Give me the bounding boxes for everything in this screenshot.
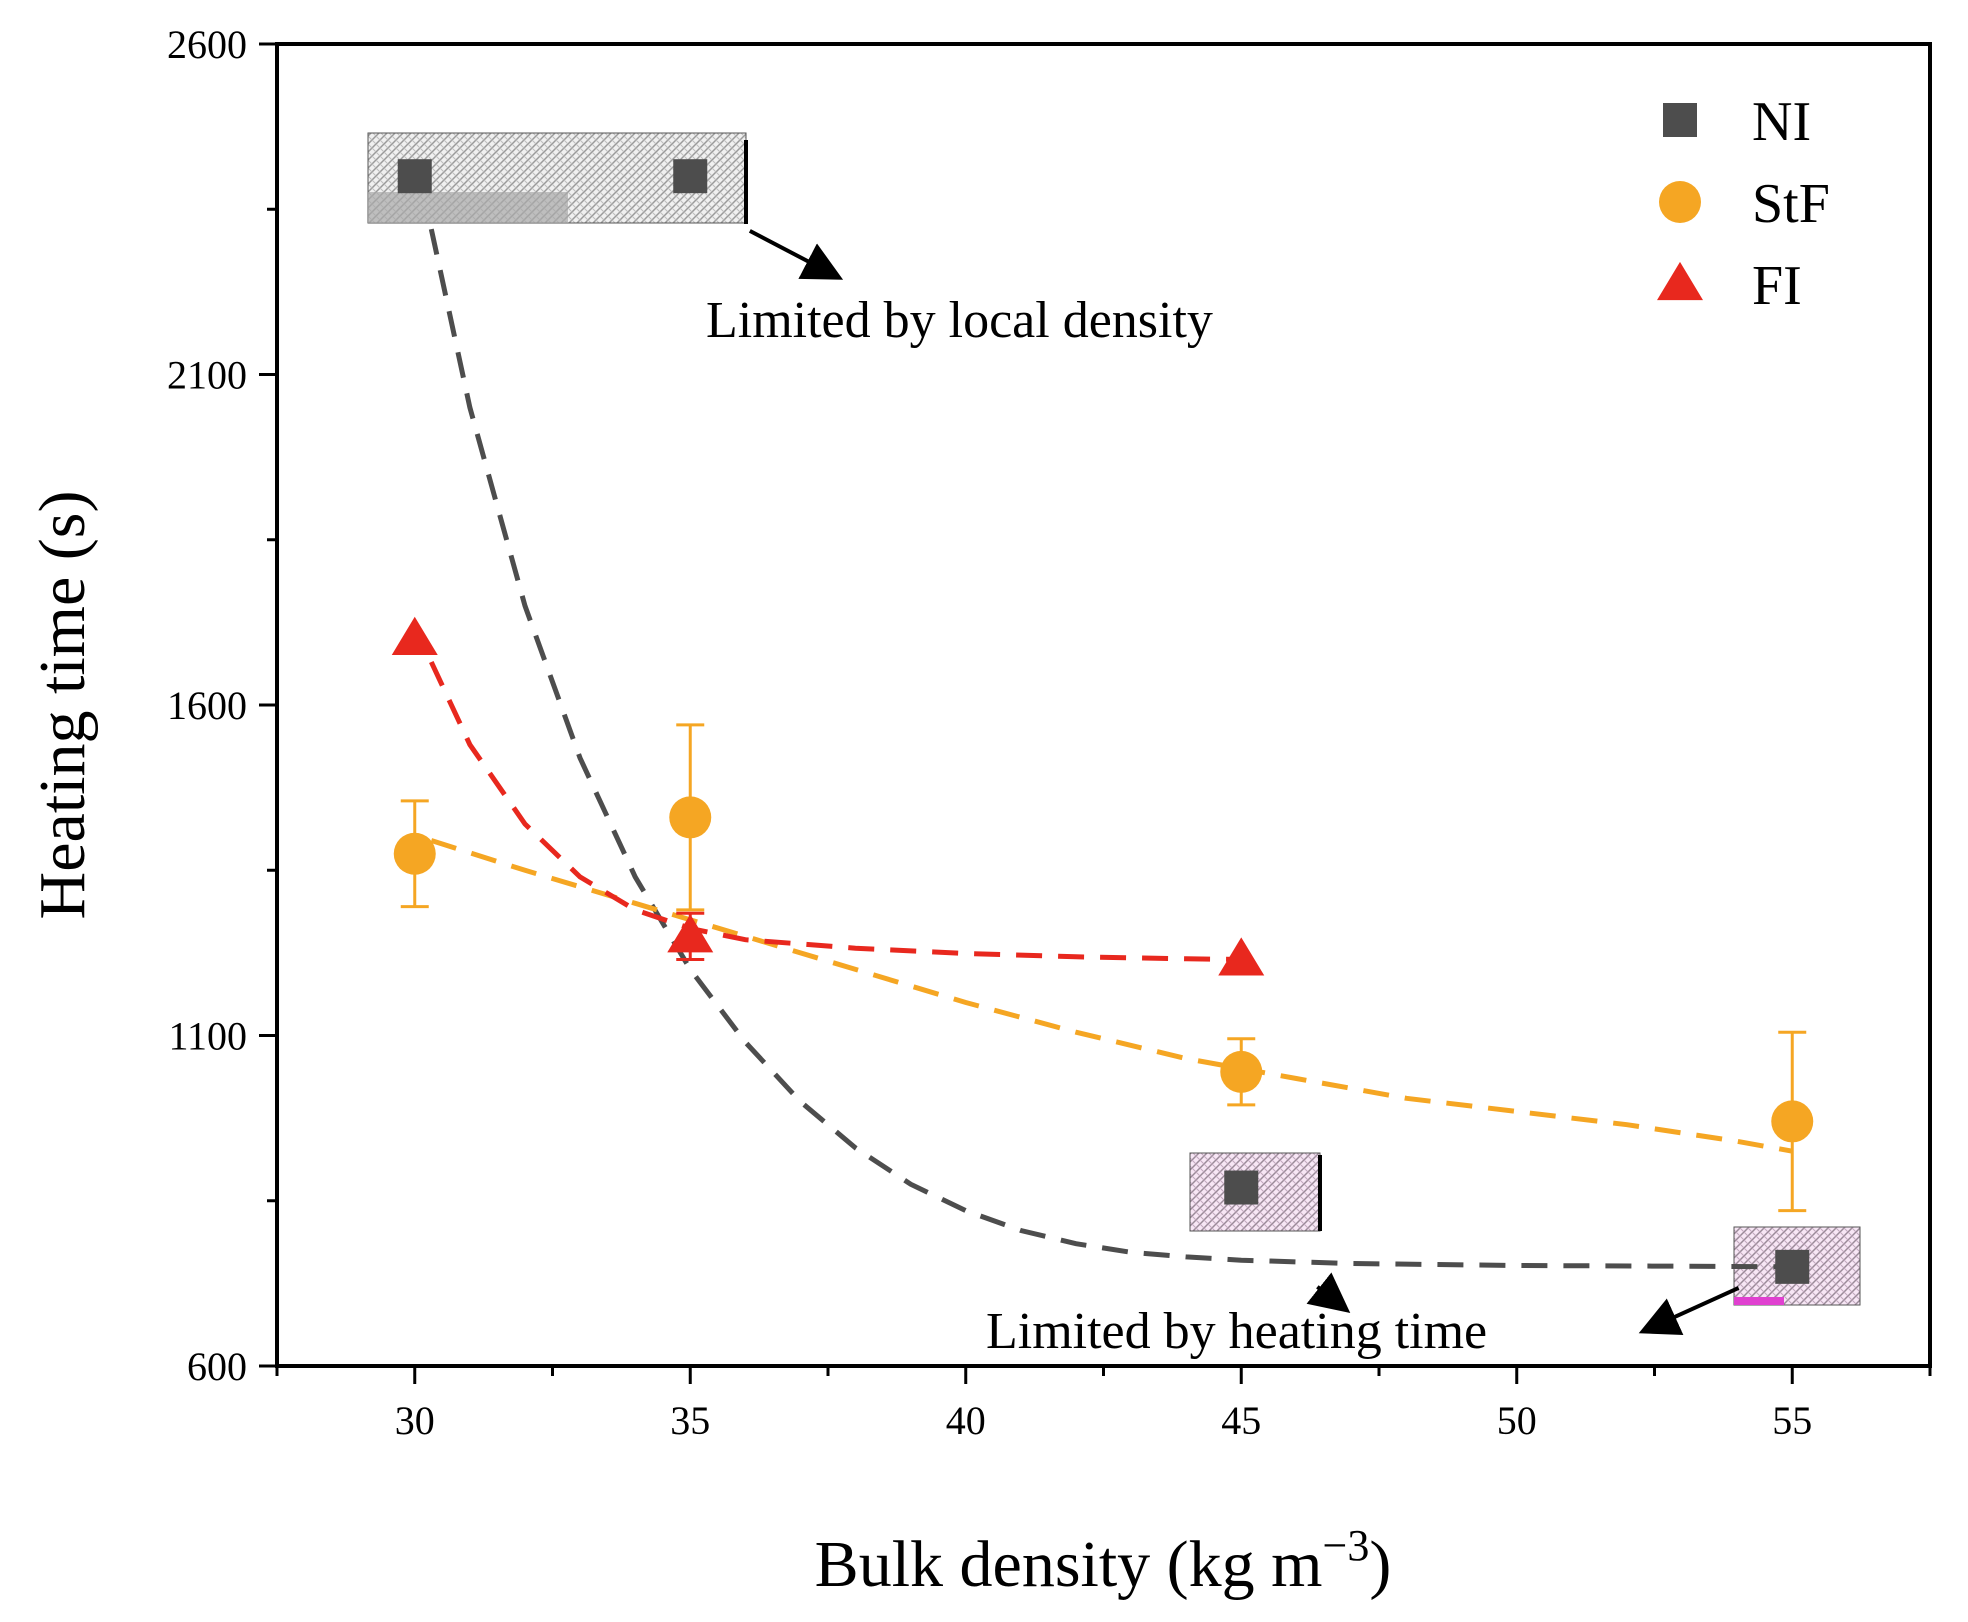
x-axis-title: Bulk density (kg m−3): [815, 1521, 1392, 1601]
fit-line-ni: [428, 228, 1793, 1270]
data-point-fi: [391, 616, 438, 655]
legend-marker-stf: [1659, 181, 1701, 223]
data-markers: [391, 159, 1814, 1284]
x-tick-label: 35: [670, 1398, 710, 1443]
x-tick-label: 45: [1221, 1398, 1261, 1443]
data-point-stf: [669, 796, 712, 839]
legend-label-stf: StF: [1752, 173, 1830, 235]
data-point-stf: [1771, 1100, 1814, 1143]
legend-marker-fi: [1657, 261, 1703, 301]
error-bars: [400, 723, 1807, 1213]
plot-frame: [275, 42, 1932, 1368]
arrow-heating-time-left: [1306, 1272, 1351, 1313]
legend-label-fi: FI: [1752, 255, 1802, 317]
arrow-heating-time-right: [1638, 1286, 1740, 1335]
x-tick-label: 30: [395, 1398, 435, 1443]
y-tick-label: 1600: [167, 683, 247, 728]
x-tick-label: 50: [1497, 1398, 1537, 1443]
y-tick-label: 600: [187, 1344, 247, 1389]
annotation-heating-time: Limited by heating time: [986, 1303, 1487, 1360]
legend-label-ni: NI: [1752, 91, 1811, 153]
legend-marker-ni: [1663, 103, 1697, 137]
y-axis-title: Heating time (s): [26, 491, 99, 920]
y-tick-label: 1100: [168, 1014, 247, 1059]
axis-ticks: 30 35 40 45 50 55 600 1100 1600 2100 2600: [167, 22, 1932, 1443]
y-tick-label: 2600: [167, 22, 247, 67]
fit-line-stf: [430, 838, 1793, 1154]
data-point-fi: [1218, 937, 1265, 976]
annotation-arrows: [748, 229, 1740, 1335]
fit-line-fi: [429, 660, 1242, 962]
data-point-ni: [1775, 1249, 1810, 1284]
annotation-local-density: Limited by local density: [706, 292, 1213, 349]
data-point-ni: [1224, 1170, 1259, 1205]
data-point-stf: [393, 832, 436, 875]
y-tick-label: 2100: [167, 353, 247, 398]
highlight-box-top-shade: [368, 192, 568, 223]
arrow-local-density: [748, 229, 844, 280]
highlight-box-right-accent: [1734, 1297, 1784, 1305]
legend: NI StF FI: [1657, 91, 1830, 317]
data-point-ni: [673, 159, 708, 194]
data-point-stf: [1220, 1050, 1263, 1093]
fit-lines: [428, 228, 1793, 1270]
x-tick-label: 40: [946, 1398, 986, 1443]
x-tick-label: 55: [1772, 1398, 1812, 1443]
data-point-fi: [667, 914, 714, 953]
data-point-ni: [397, 159, 432, 194]
